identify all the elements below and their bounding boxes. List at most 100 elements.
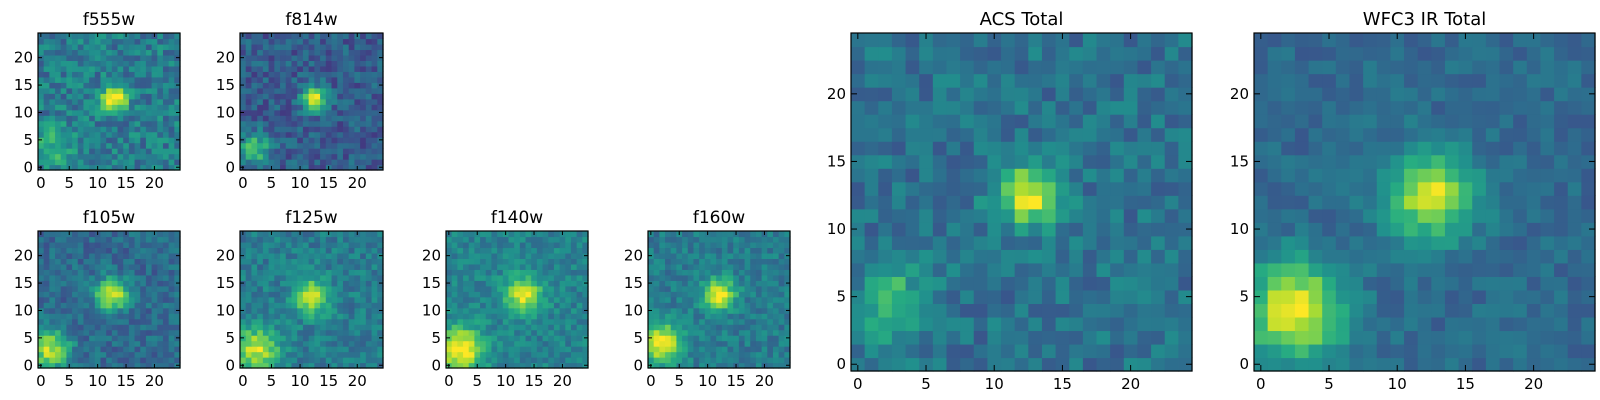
heatmap-cell <box>302 115 310 122</box>
heatmap-cell <box>274 60 281 67</box>
heatmap-cell <box>308 285 315 292</box>
heatmap-cell <box>320 82 327 89</box>
heatmap-cell <box>83 43 90 51</box>
heatmap-cell <box>240 159 247 166</box>
heatmap-cell <box>49 236 56 243</box>
x-tick-label: 5 <box>674 372 684 390</box>
heatmap-cell <box>1363 168 1378 183</box>
heatmap-cell <box>480 302 487 309</box>
heatmap-cell <box>134 318 141 325</box>
heatmap-cell <box>100 258 107 265</box>
heatmap-cell <box>83 296 90 303</box>
heatmap-cell <box>60 87 67 94</box>
heatmap-cell <box>55 351 62 358</box>
heatmap-cell <box>140 115 147 122</box>
heatmap-cell <box>676 296 683 303</box>
heatmap-cell <box>145 82 153 89</box>
heatmap-cell <box>531 241 538 249</box>
heatmap-cell <box>1164 303 1179 318</box>
heatmap-cell <box>767 236 774 243</box>
heatmap-cell <box>946 357 961 372</box>
heatmap-cell <box>77 38 85 45</box>
heatmap-cell <box>291 269 298 276</box>
heatmap-cell <box>502 274 510 281</box>
heatmap-cell <box>66 65 73 72</box>
heatmap-cell <box>100 87 107 94</box>
heatmap-cell <box>531 307 538 314</box>
heatmap-cell <box>337 65 344 72</box>
heatmap-cell <box>94 71 102 78</box>
heatmap-cell <box>987 114 1002 129</box>
heatmap-cell <box>140 93 147 100</box>
heatmap-cell <box>117 38 124 45</box>
heatmap-cell <box>1096 195 1111 210</box>
heatmap-cell <box>1294 235 1310 250</box>
heatmap-cell <box>308 87 315 94</box>
heatmap-cell <box>162 43 170 51</box>
heatmap-cell <box>1014 73 1029 88</box>
heatmap-cell <box>291 313 298 320</box>
heatmap-cell <box>140 126 147 133</box>
heatmap-cell <box>77 65 85 72</box>
heatmap-cell <box>100 104 107 111</box>
heatmap-cell <box>43 65 50 72</box>
heatmap-cell <box>648 302 655 309</box>
heatmap-cell <box>491 274 498 281</box>
heatmap-cell <box>1526 249 1542 264</box>
heatmap-cell <box>1151 262 1166 277</box>
heatmap-cell <box>262 142 270 149</box>
heatmap-cell <box>66 280 73 287</box>
heatmap-cell <box>111 302 119 309</box>
heatmap-cell <box>257 307 264 314</box>
heatmap-cell <box>919 168 934 183</box>
heatmap-cell <box>767 357 774 364</box>
heatmap-cell <box>778 296 785 303</box>
heatmap-cell <box>157 87 164 94</box>
heatmap-cell <box>38 104 45 111</box>
heatmap-cell <box>157 313 164 320</box>
heatmap-cell <box>653 313 660 320</box>
heatmap-cell <box>151 318 158 325</box>
heatmap-cell <box>348 109 355 116</box>
heatmap-cell <box>291 362 298 369</box>
heatmap-cell <box>348 340 355 347</box>
heatmap-cell <box>676 340 683 347</box>
axes-frame <box>239 32 384 171</box>
heatmap-cell <box>60 71 67 78</box>
heatmap-cell <box>162 87 170 94</box>
heatmap-cell <box>128 346 136 353</box>
heatmap-cell <box>468 291 475 298</box>
heatmap-cell <box>77 285 85 292</box>
heatmap-cell <box>1055 33 1070 48</box>
heatmap-cell <box>365 65 373 72</box>
heatmap-cell <box>542 340 549 347</box>
heatmap-cell <box>134 324 141 331</box>
heatmap-cell <box>1335 357 1351 372</box>
heatmap-cell <box>360 60 367 67</box>
heatmap-cell <box>570 280 578 287</box>
heatmap-cell <box>111 231 119 238</box>
heatmap-cell <box>1055 87 1070 102</box>
heatmap-cell <box>693 236 700 243</box>
heatmap-cell <box>55 362 62 369</box>
heatmap-cell <box>1308 330 1323 345</box>
heatmap-cell <box>525 313 532 320</box>
heatmap-cell <box>778 236 785 243</box>
heatmap-cell <box>117 104 124 111</box>
heatmap-cell <box>302 285 310 292</box>
heatmap-cell <box>151 49 158 56</box>
heatmap-cell <box>1055 181 1070 196</box>
heatmap-cell <box>525 258 532 265</box>
heatmap-cell <box>1499 262 1514 277</box>
heatmap-cell <box>60 131 67 138</box>
heatmap-cell <box>360 274 367 281</box>
heatmap-cell <box>987 127 1002 142</box>
heatmap-cell <box>676 329 683 336</box>
heatmap-cell <box>365 137 373 144</box>
heatmap-cell <box>932 154 948 169</box>
heatmap-cell <box>531 313 538 320</box>
heatmap-cell <box>66 357 73 364</box>
heatmap-cell <box>106 340 113 347</box>
heatmap-cell <box>1267 168 1282 183</box>
heatmap-cell <box>1178 262 1193 277</box>
